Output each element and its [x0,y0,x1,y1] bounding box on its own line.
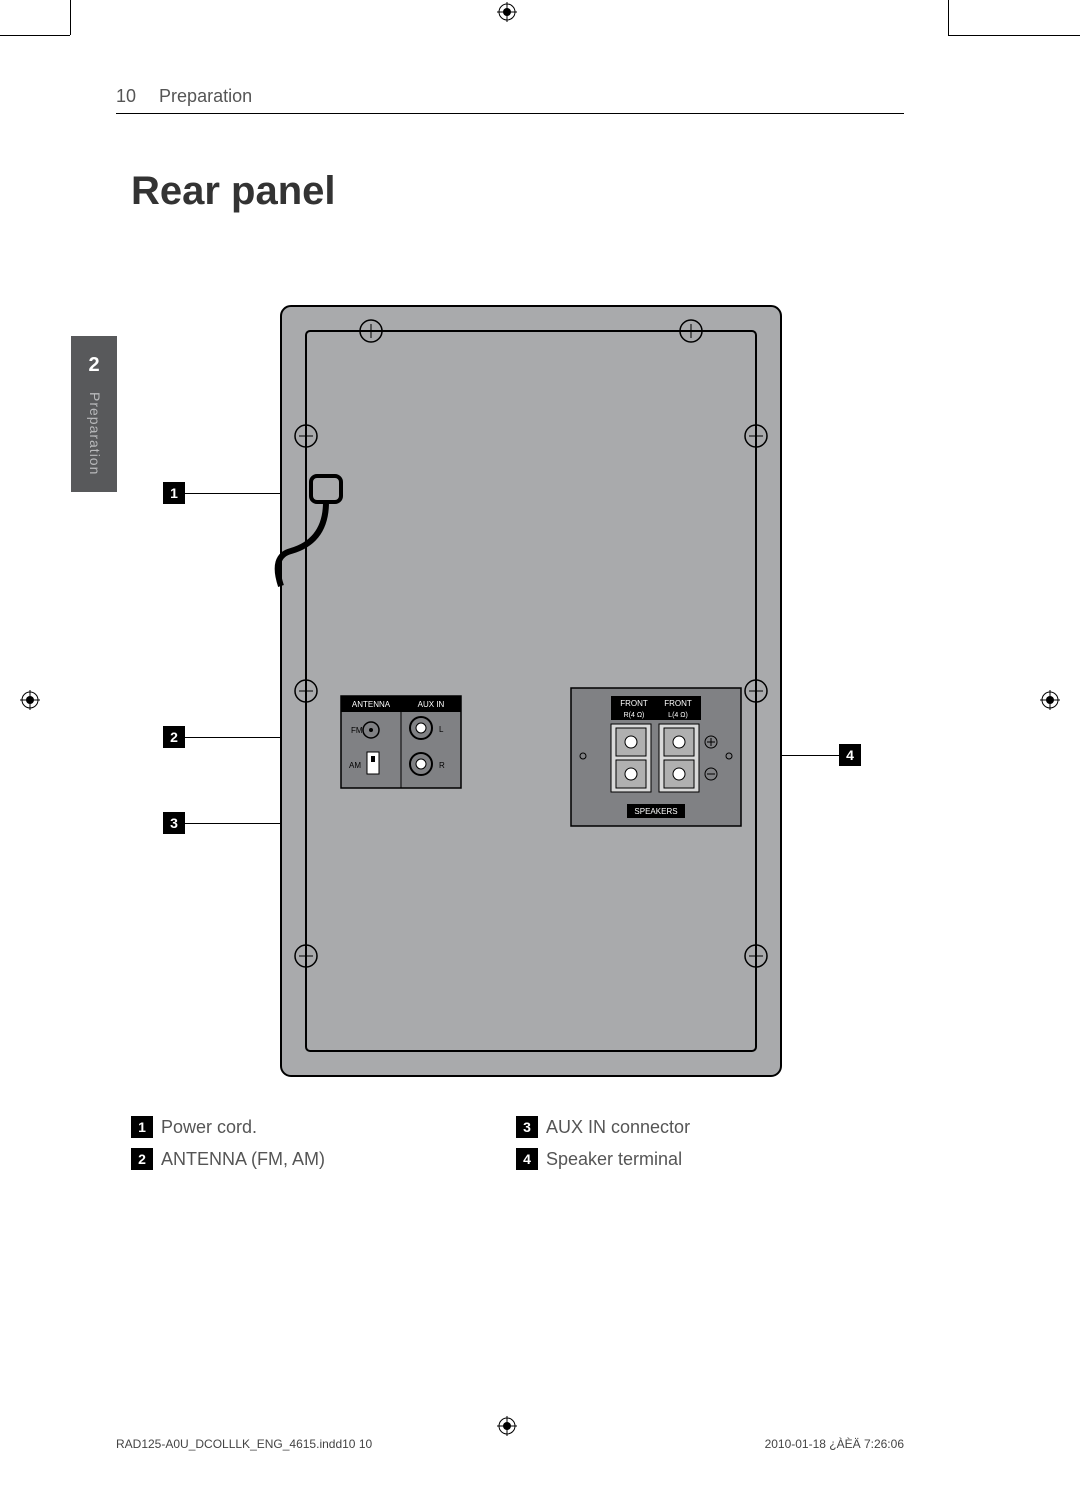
legend-num-1: 1 [131,1116,153,1138]
antenna-label: ANTENNA [352,700,391,709]
legend-text-3: AUX IN connector [546,1117,690,1138]
chapter-label: Preparation [87,392,103,475]
legend-text-2: ANTENNA (FM, AM) [161,1149,325,1170]
chapter-number: 2 [71,336,117,377]
legend-num-3: 3 [516,1116,538,1138]
registration-mark-icon [497,2,517,22]
rear-panel-diagram: 1 2 3 4 [151,296,871,1086]
header-section: Preparation [159,86,252,106]
speaker-ohm-r: L(4 Ω) [668,712,688,719]
speaker-terminal-panel: FRONT FRONT R(4 Ω) L(4 Ω) [571,688,741,826]
legend-num-4: 4 [516,1148,538,1170]
legend-text-4: Speaker terminal [546,1149,682,1170]
aux-label: AUX IN [418,700,445,709]
page-number: 10 [116,86,136,107]
speaker-ohm-l: R(4 Ω) [624,712,645,719]
callout-3: 3 [163,812,185,834]
fm-label: FM [351,726,363,735]
aux-r-label: R [439,761,445,770]
page-header: 10 Preparation [116,86,904,114]
callout-1: 1 [163,482,185,504]
callout-2: 2 [163,726,185,748]
page-footer: RAD125-A0U_DCOLLLK_ENG_4615.indd10 10 20… [71,1437,949,1451]
registration-mark-icon [20,690,40,710]
registration-mark-icon [1040,690,1060,710]
antenna-aux-panel: ANTENNA AUX IN FM AM L R [341,696,461,788]
page-title: Rear panel [131,169,949,214]
footer-file: RAD125-A0U_DCOLLLK_ENG_4615.indd10 10 [116,1437,372,1451]
legend: 1 Power cord. 2 ANTENNA (FM, AM) 3 AUX I… [131,1116,901,1180]
registration-mark-icon [497,1416,517,1436]
am-label: AM [349,761,361,770]
speaker-front-r: FRONT [664,699,692,708]
rear-panel-svg: ANTENNA AUX IN FM AM L R [251,296,851,1086]
legend-num-2: 2 [131,1148,153,1170]
aux-l-label: L [439,725,444,734]
footer-timestamp: 2010-01-18 ¿ÀÈÄ 7:26:06 [765,1437,904,1451]
legend-text-1: Power cord. [161,1117,257,1138]
speaker-front-l: FRONT [620,699,648,708]
speakers-label: SPEAKERS [634,807,677,816]
chapter-tab: 2 Preparation [71,336,117,492]
